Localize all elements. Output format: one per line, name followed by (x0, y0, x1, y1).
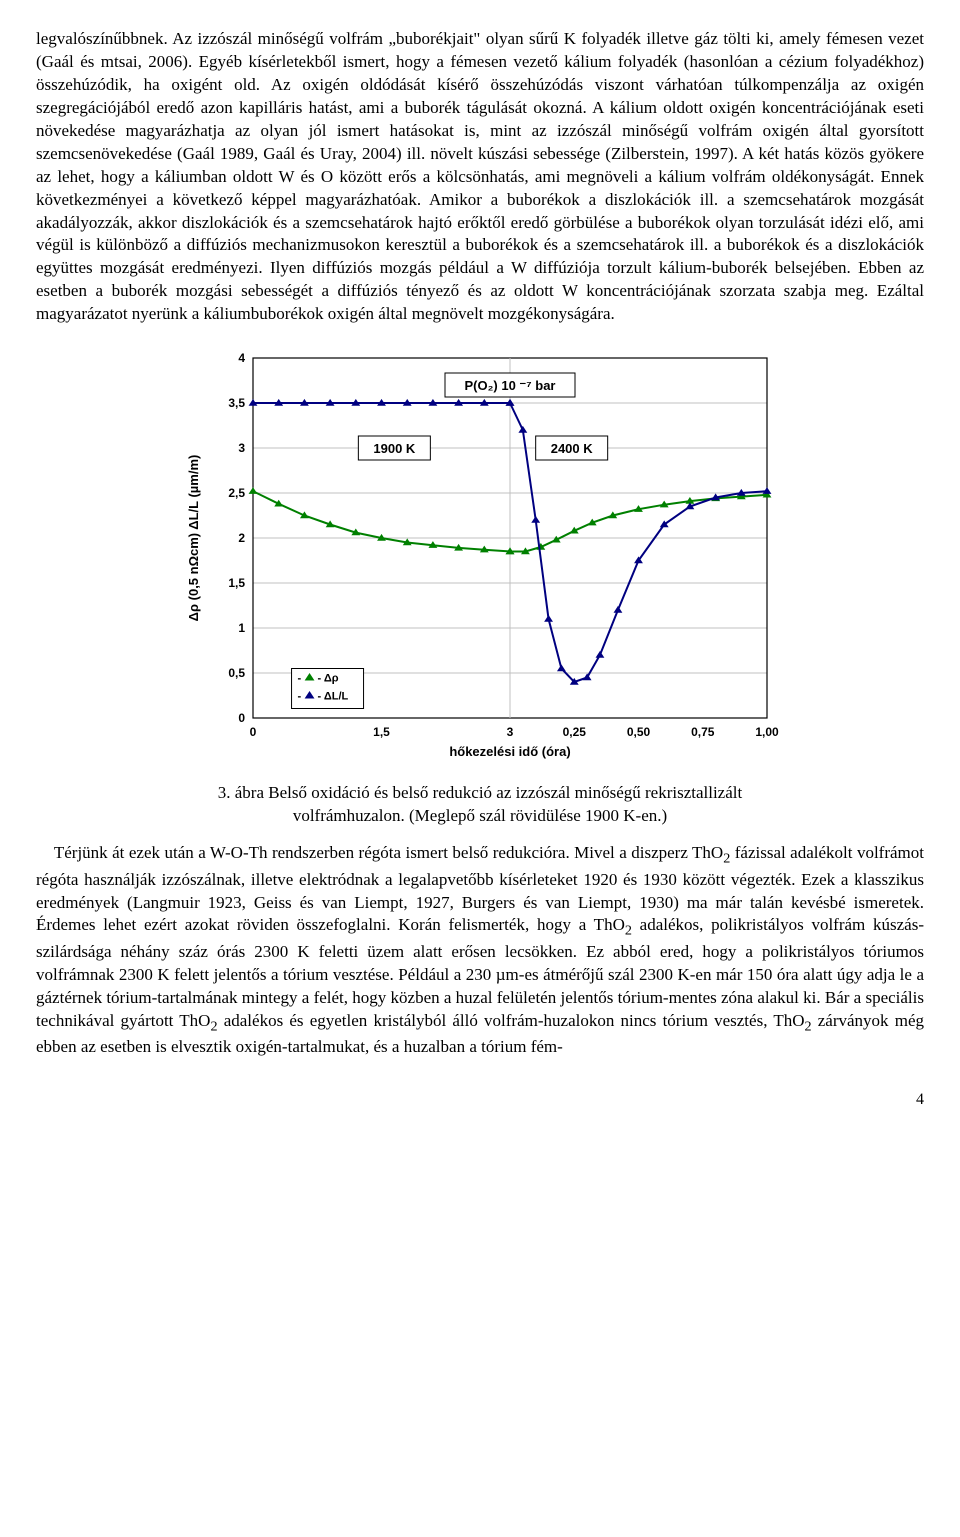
svg-text:0,75: 0,75 (691, 725, 715, 739)
svg-text:3: 3 (238, 441, 245, 455)
svg-text:0,50: 0,50 (627, 725, 651, 739)
page-number: 4 (36, 1089, 924, 1111)
sub-b: 2 (625, 923, 632, 939)
svg-text:1: 1 (238, 621, 245, 635)
caption-line-1: 3. ábra Belső oxidáció és belső redukció… (218, 783, 742, 802)
figure-caption: 3. ábra Belső oxidáció és belső redukció… (36, 782, 924, 828)
svg-text:-: - (298, 691, 302, 703)
svg-text:1900 K: 1900 K (373, 441, 416, 456)
chart-svg: 0 0,5 1 1,5 2 2,5 3 3,5 4 0 1,5 3 0,25 0,50 0,75 1,00 P(… (175, 344, 785, 774)
svg-text:1,5: 1,5 (373, 725, 390, 739)
svg-text:0,5: 0,5 (228, 666, 245, 680)
svg-text:0: 0 (238, 711, 245, 725)
svg-text:3,5: 3,5 (228, 396, 245, 410)
svg-text:1,00: 1,00 (755, 725, 779, 739)
svg-text:2400 K: 2400 K (551, 441, 594, 456)
svg-text:1,5: 1,5 (228, 576, 245, 590)
svg-text:0: 0 (250, 725, 257, 739)
svg-text:Δρ (0,5 nΩcm) ΔL/L (µm/m): Δρ (0,5 nΩcm) ΔL/L (µm/m) (186, 455, 201, 622)
chart-container: 0 0,5 1 1,5 2 2,5 3 3,5 4 0 1,5 3 0,25 0,50 0,75 1,00 P(… (36, 344, 924, 774)
sub-d: 2 (804, 1018, 811, 1034)
svg-text:- Δρ: - Δρ (318, 673, 339, 685)
svg-text:hőkezelési idő (óra): hőkezelési idő (óra) (449, 744, 570, 759)
body-paragraph-1: legvalószínűbbnek. Az izzószál minőségű … (36, 28, 924, 326)
svg-text:- ΔL/L: - ΔL/L (318, 691, 349, 703)
svg-text:3: 3 (507, 725, 514, 739)
svg-text:P(O₂) 10 ⁻⁷ bar: P(O₂) 10 ⁻⁷ bar (465, 378, 556, 393)
svg-text:4: 4 (238, 351, 245, 365)
svg-text:-: - (298, 673, 302, 685)
svg-text:0,25: 0,25 (563, 725, 587, 739)
sub-c: 2 (210, 1018, 217, 1034)
svg-text:2: 2 (238, 531, 245, 545)
caption-line-2: volfrámhuzalon. (Meglepő szál rövidülése… (293, 806, 667, 825)
svg-text:2,5: 2,5 (228, 486, 245, 500)
txt-a: Térjünk át ezek után a W-O-Th rendszerbe… (54, 843, 723, 862)
txt-d: adalékos és egyetlen kristályból álló vo… (218, 1011, 805, 1030)
body-paragraph-2: Térjünk át ezek után a W-O-Th rendszerbe… (36, 842, 924, 1059)
